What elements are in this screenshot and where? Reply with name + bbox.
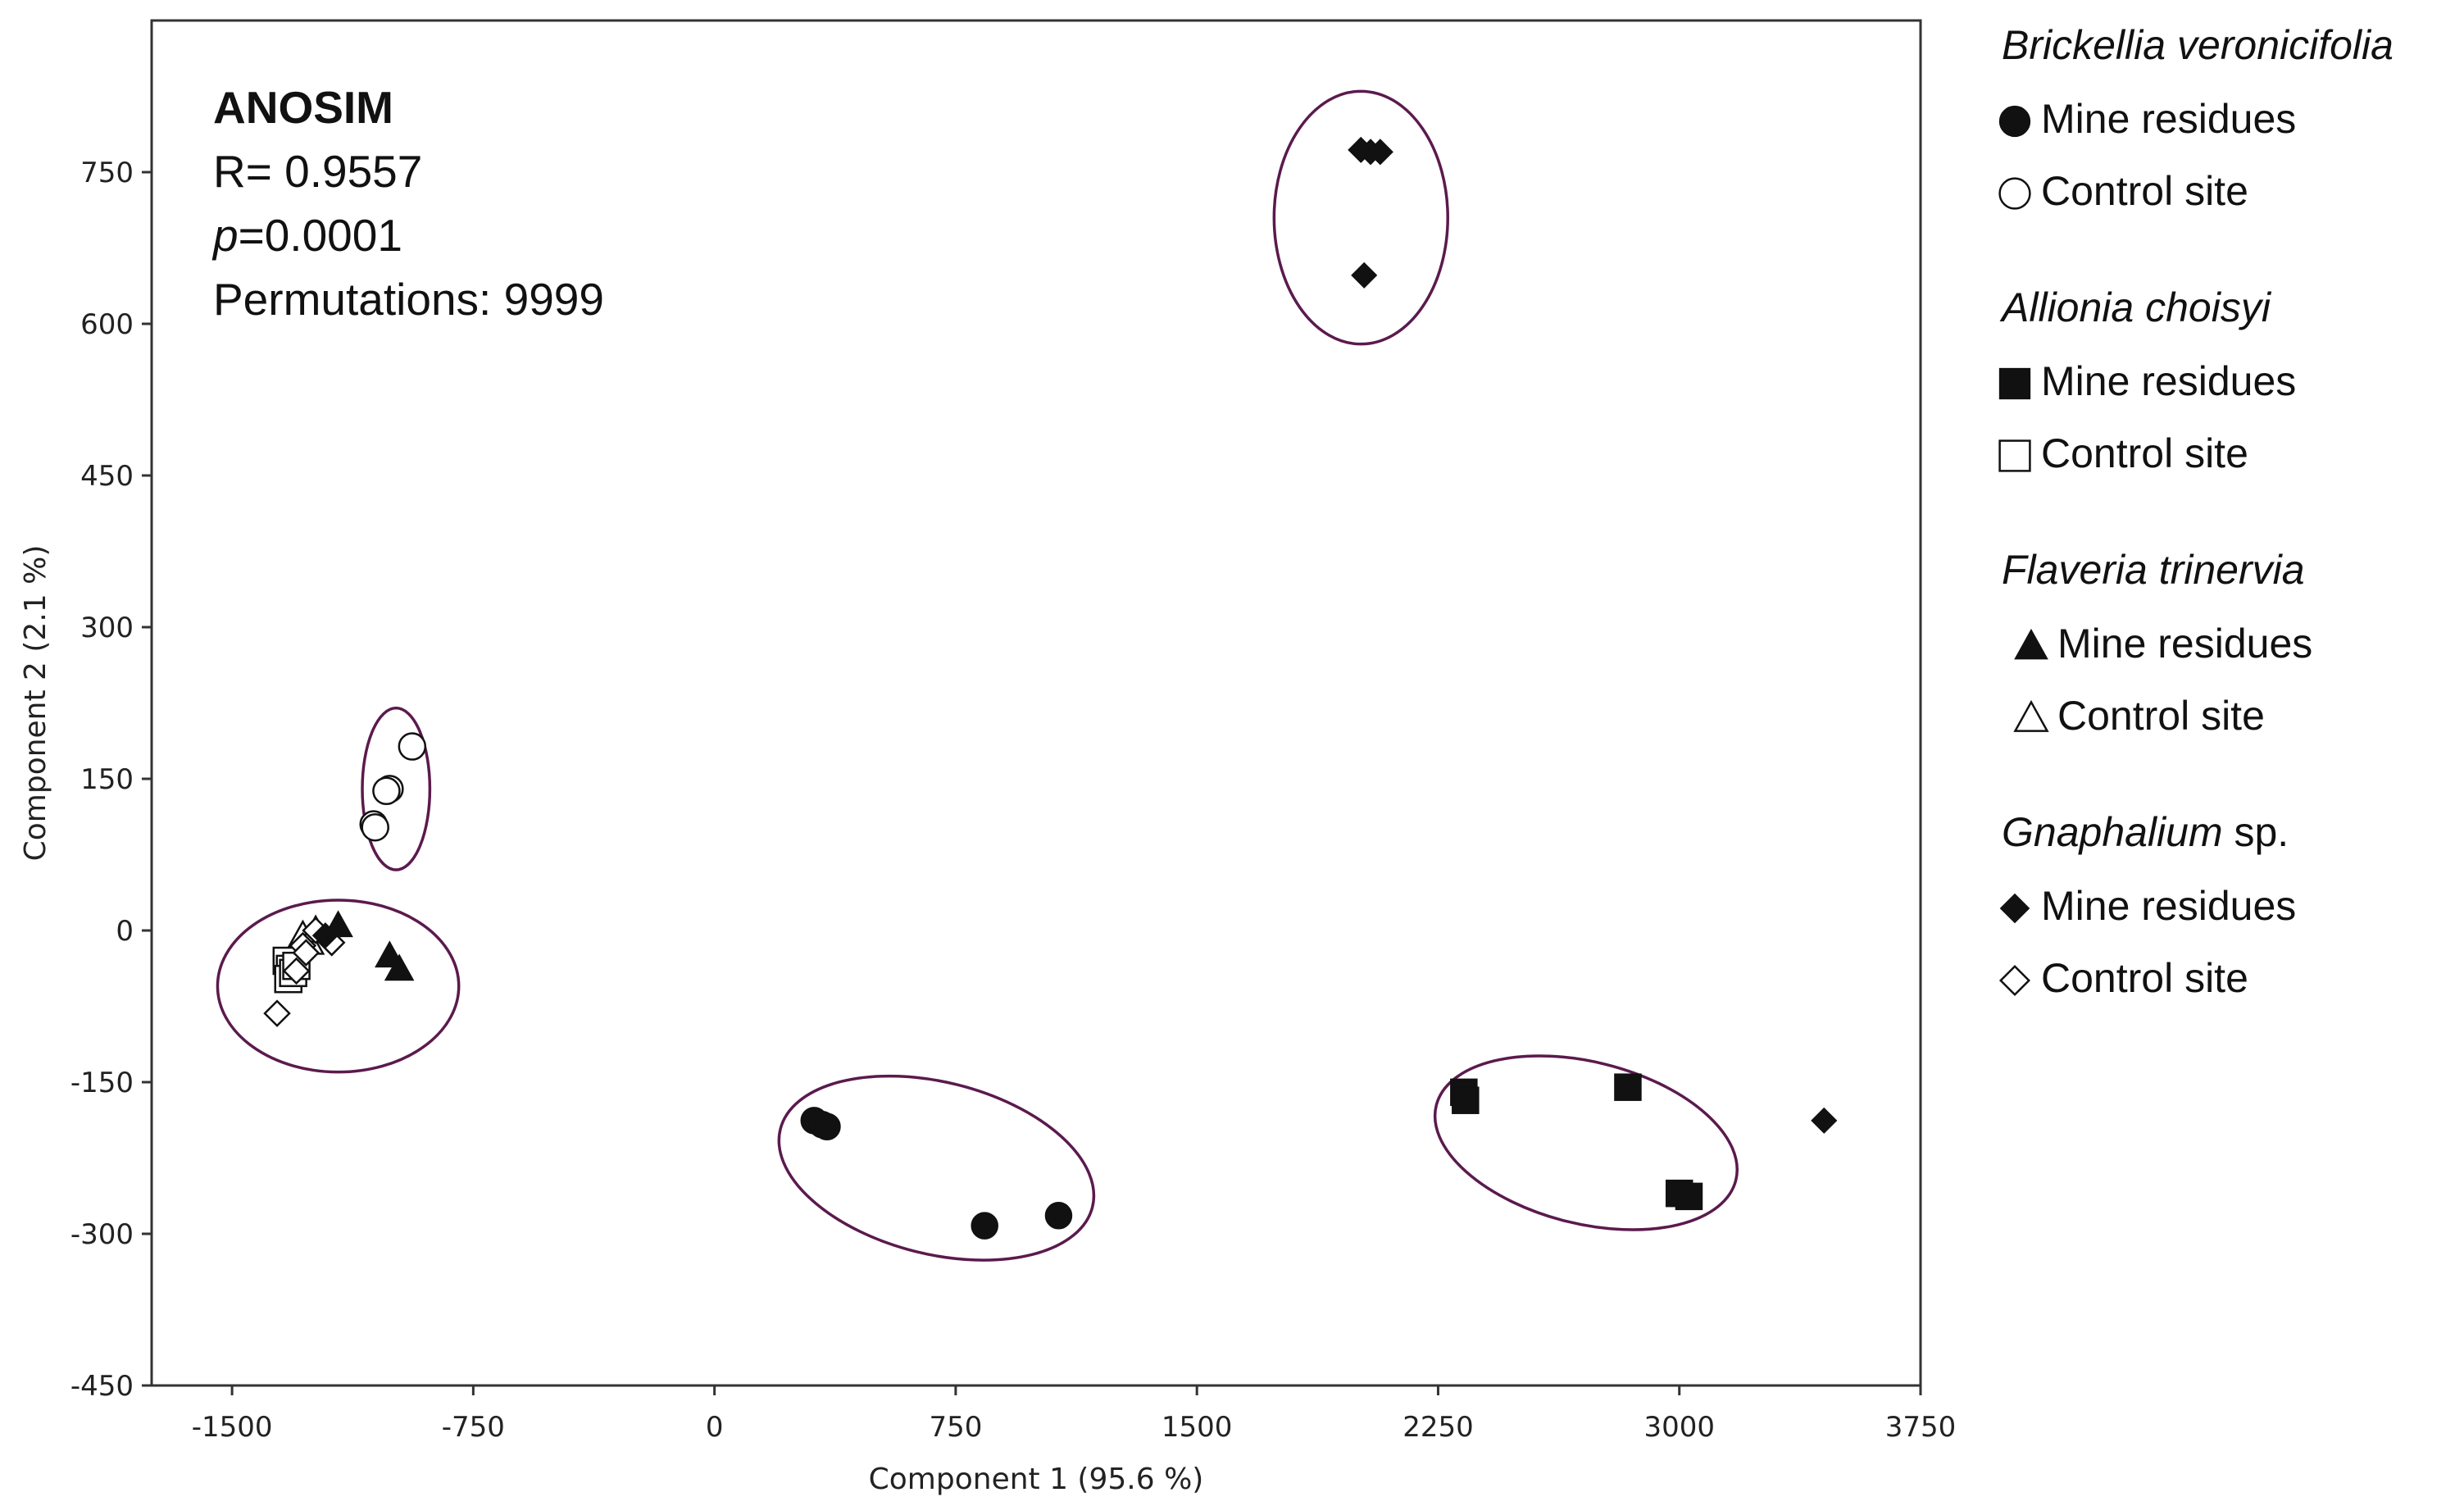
legend-species-title: Gnaphalium sp. <box>2002 809 2289 855</box>
x-tick-label: 3000 <box>1643 1411 1715 1444</box>
y-tick-label: 0 <box>116 915 134 948</box>
data-point-circle-filled <box>1044 1202 1073 1230</box>
data-point-diamond-filled <box>1366 139 1393 166</box>
cluster-ellipse <box>1272 89 1449 346</box>
data-point-diamond-filled <box>1351 262 1378 289</box>
legend-species-title: Allionia choisyi <box>1999 284 2272 330</box>
y-tick-label: 750 <box>80 157 134 189</box>
x-tick-label: 3750 <box>1885 1411 1957 1444</box>
legend-marker-triangle-filled <box>2014 628 2048 660</box>
axis-ticks: -1500 -750 0 750 1500 2250 3000 375075060045030… <box>70 157 1956 1444</box>
legend-entry-label: Control site <box>2041 430 2248 476</box>
legend-marker-diamond-filled <box>1999 893 2030 924</box>
data-point-circle-filled <box>813 1112 841 1141</box>
anosim-p-symbol: p <box>211 210 239 261</box>
data-points <box>263 136 1838 1240</box>
legend-entry-label: Control site <box>2057 693 2265 739</box>
data-point-diamond-open <box>263 999 291 1027</box>
anosim-r: R= 0.9557 <box>213 146 422 197</box>
cluster-ellipse <box>1433 1054 1739 1231</box>
data-point-diamond-open <box>282 957 311 985</box>
legend-marker-circle-filled <box>1998 105 2031 138</box>
legend-entry-label: Control site <box>2041 168 2248 214</box>
y-tick-label: -300 <box>70 1218 134 1251</box>
anosim-permutations: Permutations: 9999 <box>213 274 604 325</box>
y-tick-label: 150 <box>80 763 134 796</box>
legend-marker-square-filled <box>1998 367 2031 400</box>
anosim-annotation: ANOSIM R= 0.9557 p=0.0001 Permutations: … <box>211 82 604 325</box>
data-point-triangle-filled <box>384 953 415 981</box>
anosim-title: ANOSIM <box>213 82 393 133</box>
y-tick-label: 600 <box>80 308 134 341</box>
data-point-square-filled <box>1675 1182 1703 1211</box>
legend-species-suffix: sp. <box>2223 809 2289 855</box>
y-tick-label: 450 <box>80 460 134 493</box>
legend-entry-label: Mine residues <box>2041 96 2296 142</box>
x-tick-label: 1500 <box>1162 1411 1233 1444</box>
cluster-ellipse <box>216 899 461 1074</box>
data-point-square-filled <box>1452 1086 1480 1114</box>
data-point-square-filled <box>1614 1073 1642 1101</box>
legend-species-title: Brickellia veronicifolia <box>2002 22 2394 68</box>
legend-marker-diamond-open <box>1998 964 2031 997</box>
legend-marker-triangle-open <box>2013 699 2049 732</box>
x-tick-label: -750 <box>442 1411 505 1444</box>
data-point-diamond-filled <box>1811 1107 1838 1134</box>
legend-species-name: Flaveria trinervia <box>2002 547 2305 593</box>
data-point-circle-open <box>398 732 427 761</box>
x-tick-label: -1500 <box>192 1411 273 1444</box>
data-point-circle-open <box>372 776 401 806</box>
legend-species-title: Flaveria trinervia <box>2002 547 2305 593</box>
x-tick-label: 0 <box>706 1411 724 1444</box>
data-point-circle-open <box>361 812 389 842</box>
legend-entry-label: Mine residues <box>2057 621 2312 667</box>
legend: Brickellia veronicifolia Mine residues Con… <box>1998 22 2394 1001</box>
data-point-diamond-filled <box>311 922 339 949</box>
x-axis-title: Component 1 (95.6 %) <box>869 1463 1204 1496</box>
legend-species-name: Brickellia veronicifolia <box>2002 22 2394 68</box>
legend-entry-label: Control site <box>2041 955 2248 1001</box>
legend-entry-label: Mine residues <box>2041 883 2296 929</box>
legend-entry-label: Mine residues <box>2041 358 2296 404</box>
cluster-ellipse <box>361 706 432 871</box>
legend-species-name: Gnaphalium <box>2002 809 2223 855</box>
legend-species-name: Allionia choisyi <box>1999 284 2272 330</box>
x-tick-label: 2250 <box>1402 1411 1474 1444</box>
legend-marker-square-open <box>1998 439 2031 472</box>
anosim-p-value: =0.0001 <box>239 210 402 261</box>
cluster-ellipse <box>777 1074 1096 1262</box>
y-tick-label: 300 <box>80 612 134 644</box>
plot-frame <box>150 19 1922 1387</box>
x-tick-label: 750 <box>929 1411 982 1444</box>
data-point-diamond-open <box>292 939 321 967</box>
cluster-ellipses <box>216 89 1739 1262</box>
y-tick-label: -150 <box>70 1067 134 1099</box>
y-axis-title: Component 2 (2.1 %) <box>19 545 52 862</box>
legend-marker-circle-open <box>1998 177 2031 210</box>
anosim-p: p=0.0001 <box>211 210 402 261</box>
y-tick-label: -450 <box>70 1370 134 1403</box>
data-point-circle-filled <box>971 1212 998 1240</box>
